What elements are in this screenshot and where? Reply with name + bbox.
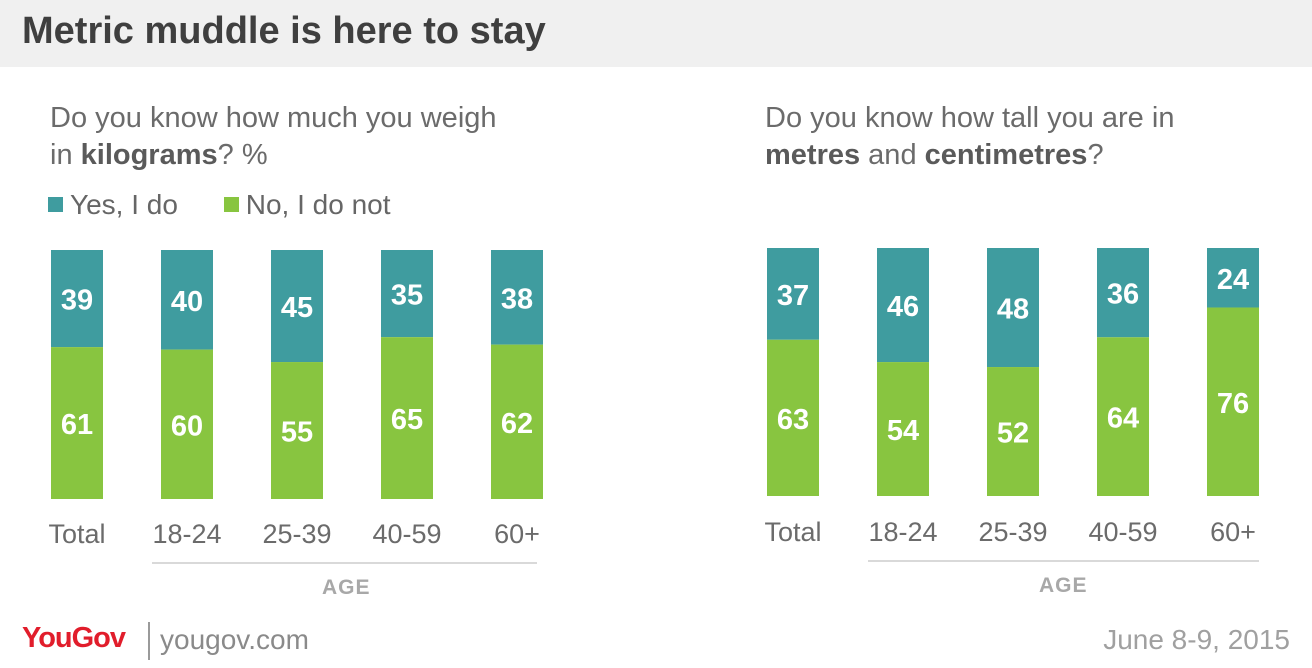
- weight-bar-no-4: [491, 344, 543, 499]
- height-label-yes-4: 24: [1217, 264, 1249, 296]
- height-tick-0: Total: [764, 517, 821, 547]
- legend-item-yes: Yes, I do: [48, 189, 178, 221]
- height-bar-no-3: [1097, 337, 1149, 496]
- footer-divider: [148, 622, 150, 660]
- height-label-no-0: 63: [777, 404, 809, 436]
- legend-item-no: No, I do not: [223, 188, 391, 221]
- height-label-yes-1: 46: [887, 291, 919, 323]
- legend-swatch-no: [223, 197, 239, 212]
- right-question-bold-metres: metres: [765, 139, 861, 171]
- right-question-line1: Do you know how tall you are in: [765, 102, 1175, 134]
- legend-swatch-yes: [48, 197, 63, 212]
- weight-label-yes-2: 45: [281, 292, 313, 324]
- weight-tick-4: 60+: [494, 519, 540, 549]
- weight-bar-no-0: [51, 347, 103, 499]
- left-chart-question: Do you know how much you weigh in kilogr…: [50, 100, 497, 174]
- right-question-line2: metres and centimetres?: [765, 139, 1104, 171]
- weight-label-yes-4: 38: [501, 283, 533, 315]
- weight-label-no-4: 62: [501, 408, 533, 440]
- height-bar-no-4: [1207, 307, 1259, 496]
- weight-tick-1: 18-24: [152, 519, 221, 549]
- weight-label-no-3: 65: [391, 404, 423, 436]
- height-label-yes-0: 37: [777, 280, 809, 312]
- weight-label-yes-3: 35: [391, 280, 423, 312]
- height-label-no-1: 54: [887, 415, 919, 447]
- page-title: Metric muddle is here to stay: [22, 10, 546, 52]
- right-chart-question: Do you know how tall you are in metres a…: [765, 100, 1174, 174]
- height-tick-2: 25-39: [978, 517, 1047, 547]
- weight-tick-0: Total: [48, 519, 105, 549]
- weight-tick-2: 25-39: [262, 519, 331, 549]
- height-bar-no-2: [987, 367, 1039, 496]
- height-label-no-4: 76: [1217, 388, 1249, 420]
- height-label-no-3: 64: [1107, 403, 1139, 435]
- footer-site: yougov.com: [160, 624, 309, 655]
- weight-bar-yes-3: [381, 250, 433, 338]
- weight-label-yes-1: 40: [171, 286, 203, 318]
- right-question-bold-centimetres: centimetres: [924, 139, 1088, 171]
- height-bar-no-1: [877, 362, 929, 496]
- height-bar-yes-2: [987, 248, 1039, 368]
- left-question-bold: kilograms: [80, 139, 218, 171]
- height-bar-no-0: [767, 339, 819, 496]
- left-question-line2: in kilograms? %: [50, 139, 268, 171]
- weight-label-no-2: 55: [281, 417, 313, 449]
- height-label-no-2: 52: [997, 418, 1029, 450]
- weight-label-no-0: 61: [61, 409, 93, 441]
- height-tick-4: 60+: [1210, 517, 1256, 547]
- legend-label-yes: Yes, I do: [70, 188, 178, 220]
- right-age-label: AGE: [1039, 574, 1088, 597]
- header-bar: Metric muddle is here to stay: [0, 0, 1312, 67]
- height-bar-yes-4: [1207, 248, 1259, 308]
- weight-bar-no-3: [381, 337, 433, 499]
- height-label-yes-3: 36: [1107, 279, 1139, 311]
- height-label-yes-2: 48: [997, 294, 1029, 326]
- weight-tick-3: 40-59: [372, 519, 441, 549]
- weight-bar-yes-2: [271, 250, 323, 363]
- height-tick-3: 40-59: [1088, 517, 1157, 547]
- weight-bar-no-1: [161, 349, 213, 499]
- footer-date: June 8-9, 2015: [1103, 624, 1290, 655]
- yougov-logo: YouGov: [22, 622, 126, 654]
- left-question-line1: Do you know how much you weigh: [50, 102, 497, 134]
- legend: Yes, I do No, I do not: [48, 187, 429, 221]
- weight-label-no-1: 60: [171, 410, 203, 442]
- weight-bar-yes-0: [51, 250, 103, 348]
- weight-label-yes-0: 39: [61, 285, 93, 317]
- height-tick-1: 18-24: [868, 517, 937, 547]
- height-bar-yes-1: [877, 248, 929, 363]
- legend-label-no: No, I do not: [245, 188, 391, 220]
- weight-bar-no-2: [271, 362, 323, 499]
- weight-bar-yes-4: [491, 250, 543, 345]
- left-age-label: AGE: [322, 576, 371, 599]
- height-bar-yes-3: [1097, 248, 1149, 338]
- weight-bar-yes-1: [161, 250, 213, 350]
- height-bar-yes-0: [767, 248, 819, 340]
